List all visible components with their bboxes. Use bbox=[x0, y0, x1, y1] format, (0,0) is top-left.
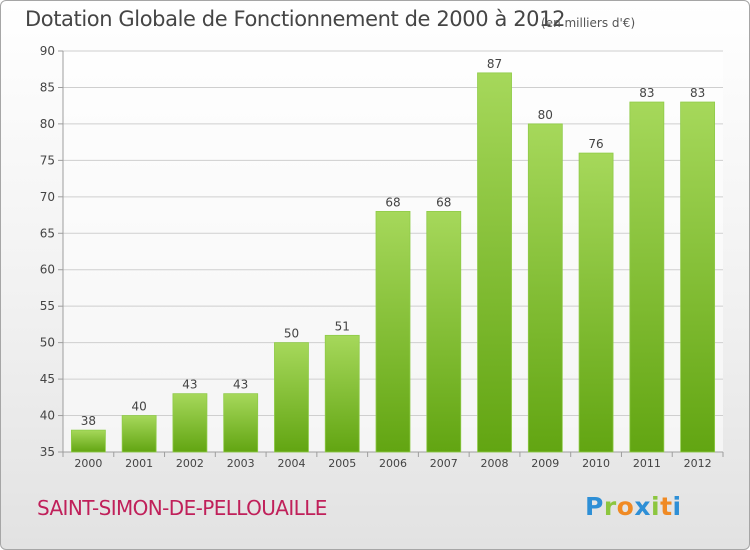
chart-unit: (en milliers d'€) bbox=[541, 16, 636, 30]
x-tick-label-2000: 2000 bbox=[74, 457, 102, 470]
data-label-2004: 50 bbox=[284, 327, 299, 341]
data-label-2008: 87 bbox=[487, 57, 502, 71]
data-label-2006: 68 bbox=[385, 195, 400, 209]
bar-2006 bbox=[375, 210, 411, 453]
y-tick-label: 55 bbox=[40, 299, 55, 313]
data-label-2001: 40 bbox=[132, 400, 147, 414]
bar-2003 bbox=[223, 393, 259, 453]
proxiti-logo[interactable]: Proxiti bbox=[585, 492, 682, 521]
data-label-2009: 80 bbox=[538, 108, 553, 122]
bar-2011 bbox=[629, 101, 665, 453]
logo-letter: i bbox=[651, 492, 661, 521]
x-tick-label-2002: 2002 bbox=[176, 457, 204, 470]
x-tick-label-2003: 2003 bbox=[227, 457, 255, 470]
chart-title: Dotation Globale de Fonctionnement de 20… bbox=[25, 7, 566, 31]
bar-2004 bbox=[274, 342, 309, 453]
logo-letter: r bbox=[603, 492, 617, 521]
x-tick-label-2004: 2004 bbox=[277, 457, 305, 470]
bar-2009 bbox=[527, 123, 563, 453]
y-tick-label: 70 bbox=[40, 190, 55, 204]
data-label-2002: 43 bbox=[182, 378, 197, 392]
bar-2010 bbox=[578, 152, 614, 453]
y-tick-label: 60 bbox=[40, 263, 55, 277]
data-label-2000: 38 bbox=[81, 414, 96, 428]
y-tick-label: 65 bbox=[40, 226, 55, 240]
bar-2012 bbox=[680, 101, 716, 453]
y-tick-label: 40 bbox=[40, 409, 55, 423]
y-tick-label: 90 bbox=[40, 44, 55, 58]
data-label-2010: 76 bbox=[588, 137, 603, 151]
logo-letter: P bbox=[585, 492, 604, 521]
data-label-2007: 68 bbox=[436, 195, 451, 209]
data-label-2012: 83 bbox=[690, 86, 705, 100]
data-label-2003: 43 bbox=[233, 378, 248, 392]
x-tick-label-2007: 2007 bbox=[430, 457, 458, 470]
logo-letter: o bbox=[616, 492, 635, 521]
y-tick-label: 35 bbox=[40, 445, 55, 459]
commune-name: SAINT-SIMON-DE-PELLOUAILLE bbox=[37, 496, 327, 520]
data-label-2011: 83 bbox=[639, 86, 654, 100]
y-tick-label: 45 bbox=[40, 372, 55, 386]
x-tick-label-2001: 2001 bbox=[125, 457, 153, 470]
y-tick-label: 75 bbox=[40, 153, 55, 167]
bar-2001 bbox=[121, 415, 157, 453]
x-tick-label-2012: 2012 bbox=[684, 457, 712, 470]
x-tick-label-2006: 2006 bbox=[379, 457, 407, 470]
logo-letter: t bbox=[660, 492, 673, 521]
y-tick-label: 85 bbox=[40, 80, 55, 94]
y-tick-label: 50 bbox=[40, 336, 55, 350]
x-tick-label-2011: 2011 bbox=[633, 457, 661, 470]
x-tick-label-2009: 2009 bbox=[531, 457, 559, 470]
x-tick-label-2010: 2010 bbox=[582, 457, 610, 470]
x-tick-label-2008: 2008 bbox=[481, 457, 509, 470]
y-tick-label: 80 bbox=[40, 117, 55, 131]
data-label-2005: 51 bbox=[335, 319, 350, 333]
logo-letter: i bbox=[672, 492, 682, 521]
bar-2007 bbox=[426, 210, 462, 453]
x-tick-label-2005: 2005 bbox=[328, 457, 356, 470]
logo-letter: x bbox=[634, 492, 651, 521]
bar-2005 bbox=[324, 334, 360, 453]
bar-2000 bbox=[70, 429, 106, 453]
bar-2008 bbox=[477, 72, 512, 453]
bar-2002 bbox=[172, 393, 208, 453]
